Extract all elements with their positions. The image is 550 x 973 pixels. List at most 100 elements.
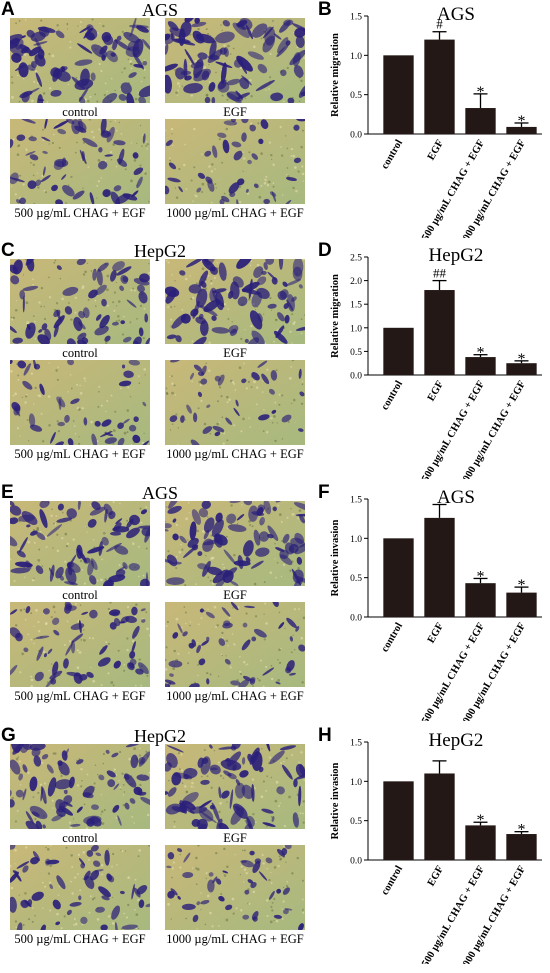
micrograph-1000-g-ml-chag-egf — [165, 602, 305, 687]
bar-chart-3: HepG2 0.0 0.5 1.0 1.5 Relative invasion contro… — [320, 728, 550, 973]
micrograph-1000-g-ml-chag-egf — [165, 119, 305, 204]
y-axis-label: Relative migration — [330, 274, 341, 358]
caption-0: control — [62, 346, 98, 360]
caption-2: 500 µg/mL CHAG + EGF — [14, 447, 146, 461]
micrograph-egf — [165, 259, 305, 344]
micrograph-control — [10, 744, 150, 829]
panel-letter-F: F — [318, 482, 330, 503]
significance-mark: ## — [433, 266, 447, 281]
caption-2: 500 µg/mL CHAG + EGF — [14, 206, 146, 220]
bar-1 — [424, 290, 455, 375]
caption-1: EGF — [223, 588, 247, 602]
bar-3 — [506, 126, 537, 134]
panel-letter-G: G — [1, 725, 16, 746]
bar-2 — [465, 357, 496, 375]
caption-1: EGF — [223, 105, 247, 119]
y-axis-label: Relative invasion — [330, 762, 341, 839]
significance-mark: * — [518, 351, 526, 368]
y-tick-label: 2.0 — [350, 277, 362, 287]
caption-2: 500 µg/mL CHAG + EGF — [14, 689, 146, 703]
bar-3 — [506, 363, 537, 375]
y-tick-label: 2.5 — [350, 254, 362, 264]
significance-mark: * — [518, 822, 526, 839]
micrograph-500-g-ml-chag-egf — [10, 845, 150, 930]
bar-2 — [465, 825, 496, 860]
y-tick-label: 0.0 — [350, 857, 362, 867]
caption-3: 1000 µg/mL CHAG + EGF — [166, 206, 304, 220]
caption-0: control — [62, 831, 98, 845]
bar-1 — [424, 39, 455, 134]
caption-3: 1000 µg/mL CHAG + EGF — [166, 689, 304, 703]
x-tick-label: control — [380, 138, 406, 171]
significance-mark: * — [477, 84, 485, 101]
significance-mark: * — [477, 812, 485, 829]
x-tick-label: EGF — [426, 138, 446, 162]
micrograph-1000-g-ml-chag-egf — [165, 845, 305, 930]
y-tick-label: 0.5 — [350, 574, 362, 584]
significance-mark: * — [477, 345, 485, 362]
y-axis-label: Relative migration — [330, 33, 341, 117]
panel-letter-E: E — [1, 482, 14, 503]
y-tick-label: 1.5 — [350, 739, 362, 749]
chart-title: AGS — [437, 487, 475, 508]
caption-0: control — [62, 105, 98, 119]
significance-mark: * — [518, 113, 526, 130]
x-tick-label: control — [380, 621, 406, 654]
micrograph-control — [10, 18, 150, 103]
micrograph-500-g-ml-chag-egf — [10, 119, 150, 204]
caption-3: 1000 µg/mL CHAG + EGF — [166, 932, 304, 946]
image-panel-title: HepG2 — [134, 726, 186, 746]
panel-letter-C: C — [1, 240, 15, 261]
y-tick-label: 0.5 — [350, 348, 362, 358]
image-panel-title: HepG2 — [134, 241, 186, 261]
y-axis-label: Relative invasion — [330, 519, 341, 596]
x-tick-label: EGF — [426, 864, 446, 888]
x-tick-label: EGF — [426, 379, 446, 403]
micrograph-control — [10, 259, 150, 344]
y-tick-label: 1.0 — [350, 52, 362, 62]
image-panel-title: AGS — [141, 0, 178, 20]
chart-title: AGS — [437, 4, 475, 25]
bar-chart-1: HepG2 0.0 0.5 1.0 1.5 2.0 2.5 Relative migratio… — [320, 243, 550, 488]
bar-2 — [465, 108, 496, 134]
bar-0 — [383, 327, 414, 375]
panel-letter-B: B — [318, 0, 332, 20]
chart-title: HepG2 — [429, 730, 484, 751]
micrograph-egf — [165, 744, 305, 829]
y-tick-label: 1.0 — [350, 535, 362, 545]
x-tick-label: control — [380, 379, 406, 412]
bar-0 — [383, 781, 414, 860]
caption-1: EGF — [223, 831, 247, 845]
significance-mark: # — [436, 17, 443, 32]
micrograph-1000-g-ml-chag-egf — [165, 360, 305, 445]
micrograph-control — [10, 501, 150, 586]
micrograph-500-g-ml-chag-egf — [10, 360, 150, 445]
significance-mark: * — [477, 568, 485, 585]
y-tick-label: 1.5 — [350, 13, 362, 23]
caption-0: control — [62, 588, 98, 602]
caption-3: 1000 µg/mL CHAG + EGF — [166, 447, 304, 461]
panel-letter-D: D — [318, 240, 332, 261]
image-panel-title: AGS — [141, 483, 178, 503]
micrograph-egf — [165, 18, 305, 103]
chart-title: HepG2 — [429, 245, 484, 266]
y-tick-label: 0.5 — [350, 91, 362, 101]
y-tick-label: 1.5 — [350, 301, 362, 311]
panel-letter-H: H — [318, 725, 332, 746]
bar-2 — [465, 583, 496, 617]
micrograph-500-g-ml-chag-egf — [10, 602, 150, 687]
caption-2: 500 µg/mL CHAG + EGF — [14, 932, 146, 946]
bar-0 — [383, 55, 414, 135]
bar-0 — [383, 538, 414, 617]
x-tick-label: control — [380, 864, 406, 897]
y-tick-label: 0.0 — [350, 614, 362, 624]
y-tick-label: 0.0 — [350, 372, 362, 382]
y-tick-label: 1.0 — [350, 324, 362, 334]
bar-chart-2: AGS 0.0 0.5 1.0 1.5 Relative invasion control E… — [320, 485, 550, 730]
y-tick-label: 0.0 — [350, 131, 362, 141]
panel-letter-A: A — [1, 0, 15, 20]
significance-mark: * — [518, 577, 526, 594]
x-tick-label: EGF — [426, 621, 446, 645]
bar-1 — [424, 773, 455, 860]
y-tick-label: 1.5 — [350, 496, 362, 506]
